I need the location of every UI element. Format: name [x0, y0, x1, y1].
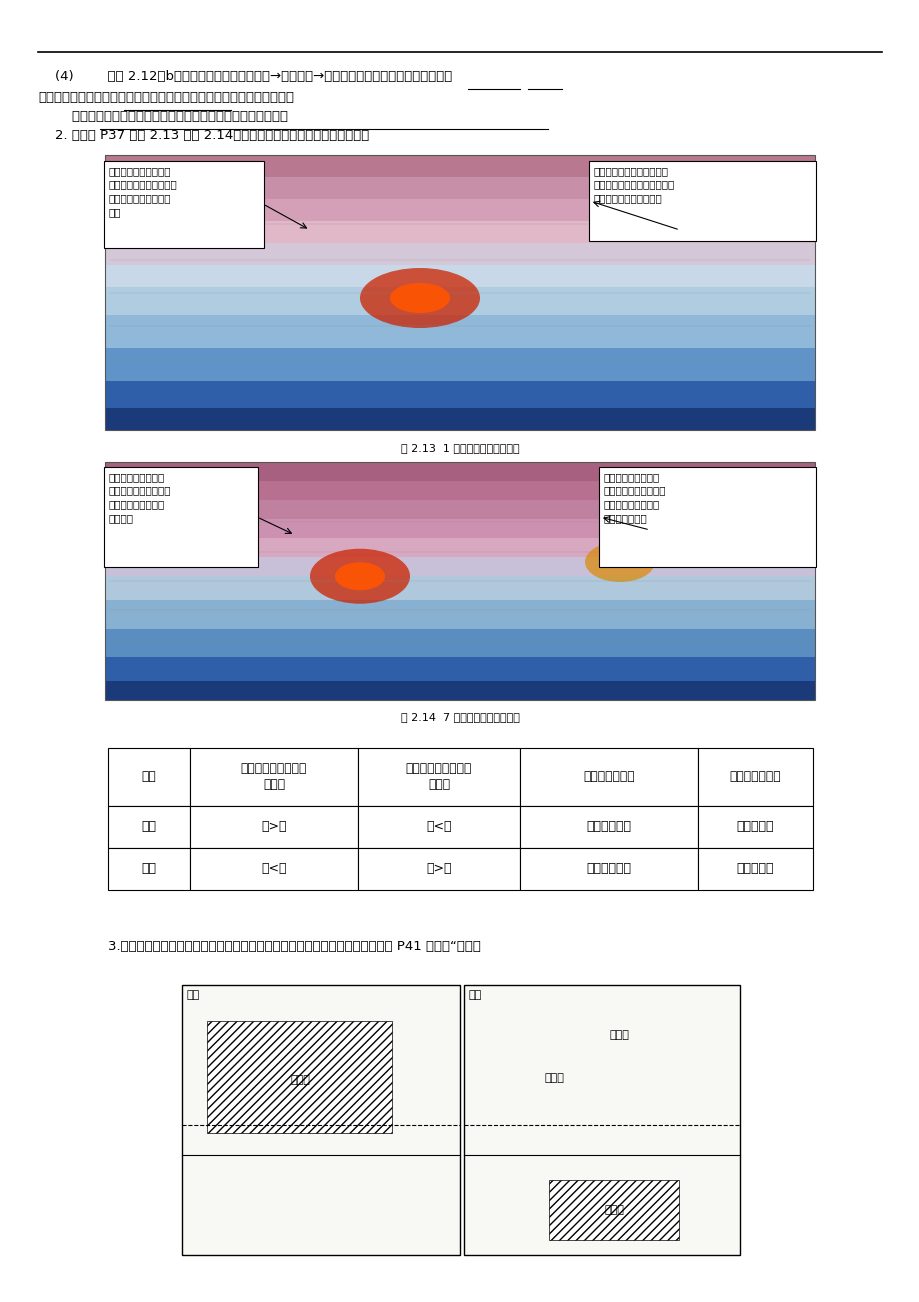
- Bar: [549, 1180, 678, 1240]
- Bar: [105, 380, 814, 408]
- Bar: [698, 806, 812, 848]
- Bar: [105, 538, 814, 557]
- Bar: [105, 629, 814, 658]
- Bar: [357, 848, 519, 891]
- Bar: [105, 519, 814, 538]
- Text: 副极地低气压带在海洋上保
留下来，并由带状断裂为块状
低压中心（阿留申低压）: 副极地低气压带在海洋上保 留下来，并由带状断裂为块状 低压中心（阿留申低压）: [594, 165, 675, 203]
- Bar: [108, 749, 190, 806]
- FancyBboxPatch shape: [588, 161, 815, 241]
- Text: 副热带高压带在海洋
上保留下来，并由带状
断裂为块状高压中心
（夏威夷高压）: 副热带高压带在海洋 上保留下来，并由带状 断裂为块状高压中心 （夏威夷高压）: [604, 473, 665, 523]
- Text: 突出的气压中心: 突出的气压中心: [729, 771, 780, 784]
- Bar: [105, 348, 814, 380]
- Bar: [105, 557, 814, 577]
- Bar: [105, 408, 814, 430]
- Bar: [105, 286, 814, 315]
- Text: 高气压: 高气压: [289, 1075, 310, 1085]
- Text: 陆<海: 陆<海: [261, 862, 287, 875]
- Bar: [207, 1021, 391, 1133]
- Bar: [105, 658, 814, 681]
- Bar: [357, 749, 519, 806]
- Bar: [105, 681, 814, 700]
- Text: 而该纬度带原有的副热带高压带（气压带）也因此被这个气压中心切断。: 而该纬度带原有的副热带高压带（气压带）也因此被这个气压中心切断。: [38, 91, 294, 104]
- Ellipse shape: [584, 542, 654, 582]
- Text: 被切断的气压带: 被切断的气压带: [583, 771, 634, 784]
- Text: 副极地低压带: 副极地低压带: [586, 862, 630, 875]
- Ellipse shape: [335, 562, 384, 590]
- Bar: [105, 462, 814, 480]
- Bar: [105, 266, 814, 286]
- Text: 七月: 七月: [469, 990, 482, 1000]
- Text: 冬季，大陆出现冷高压
中心（亚洲高压），将大
陆上的副极地低气压带
切断: 冬季，大陆出现冷高压 中心（亚洲高压），将大 陆上的副极地低气压带 切断: [108, 165, 177, 217]
- Text: 3.高、低气压中心的季节变化，对世界各地的天气和气候有很大的影响。请结合 P41 活动对“季风环: 3.高、低气压中心的季节变化，对世界各地的天气和气候有很大的影响。请结合 P41…: [108, 940, 481, 953]
- Text: 北半球同纬度海陆温
度差异: 北半球同纬度海陆温 度差异: [241, 763, 307, 792]
- Text: 图 2.13  1 月份海平面等压线分布: 图 2.13 1 月份海平面等压线分布: [401, 443, 518, 453]
- Bar: [182, 986, 460, 1255]
- Bar: [105, 177, 814, 199]
- Bar: [105, 199, 814, 221]
- Text: 2. 请结合 P37 的图 2.13 和图 2.14（或下面的图）进行以下内容的探究。: 2. 请结合 P37 的图 2.13 和图 2.14（或下面的图）进行以下内容的…: [38, 129, 369, 142]
- Text: 陆>海: 陆>海: [261, 820, 287, 833]
- Bar: [190, 806, 357, 848]
- Bar: [105, 315, 814, 348]
- FancyBboxPatch shape: [104, 161, 264, 247]
- Text: (4)        读图 2.12－b，由于冬季欧亚大陆增温快→气流上升→近地面形成亚洲低压（气压名称）；: (4) 读图 2.12－b，由于冬季欧亚大陆增温快→气流上升→近地面形成亚洲低压…: [38, 70, 452, 83]
- Text: 夏季，大陆出现热低
压中心（亚洲低压），
将大陆上的副热带高
压带切断: 夏季，大陆出现热低 压中心（亚洲低压）， 将大陆上的副热带高 压带切断: [108, 473, 171, 523]
- Text: 七月: 七月: [142, 820, 156, 833]
- Text: 图 2.14  7 月份海平面等压线分布: 图 2.14 7 月份海平面等压线分布: [400, 712, 519, 723]
- Bar: [105, 221, 814, 243]
- Bar: [105, 155, 814, 430]
- Bar: [108, 848, 190, 891]
- Text: 陆<海: 陆<海: [425, 820, 451, 833]
- Ellipse shape: [359, 268, 480, 328]
- Text: 北半球同纬度海陆气
压差异: 北半球同纬度海陆气 压差异: [405, 763, 471, 792]
- Bar: [105, 480, 814, 500]
- Text: （见图示）: （见图示）: [736, 862, 774, 875]
- Bar: [190, 749, 357, 806]
- Bar: [105, 462, 814, 700]
- FancyBboxPatch shape: [104, 467, 257, 566]
- Bar: [698, 848, 812, 891]
- Bar: [463, 986, 739, 1255]
- Bar: [108, 806, 190, 848]
- Bar: [105, 500, 814, 519]
- Ellipse shape: [310, 548, 410, 604]
- Bar: [105, 155, 814, 177]
- Bar: [105, 577, 814, 600]
- Text: 时间: 时间: [142, 771, 156, 784]
- Text: 低气压: 低气压: [608, 1030, 629, 1040]
- Bar: [519, 806, 698, 848]
- Bar: [519, 749, 698, 806]
- Bar: [357, 806, 519, 848]
- Text: 高气压: 高气压: [604, 1204, 623, 1215]
- Text: 副热带高压带: 副热带高压带: [586, 820, 630, 833]
- Text: 一月: 一月: [142, 862, 156, 875]
- Text: （见图示）: （见图示）: [736, 820, 774, 833]
- Bar: [105, 243, 814, 266]
- Bar: [105, 600, 814, 629]
- Ellipse shape: [390, 283, 449, 312]
- Text: 低气压: 低气压: [543, 1073, 563, 1083]
- Text: 结论：海陆热力性质差异导致气压带被高、低气压中心切断。: 结论：海陆热力性质差异导致气压带被高、低气压中心切断。: [38, 109, 288, 122]
- Text: 陆>海: 陆>海: [425, 862, 451, 875]
- Bar: [190, 848, 357, 891]
- Bar: [698, 749, 812, 806]
- FancyBboxPatch shape: [598, 467, 815, 566]
- Bar: [519, 848, 698, 891]
- Text: 一月: 一月: [187, 990, 200, 1000]
